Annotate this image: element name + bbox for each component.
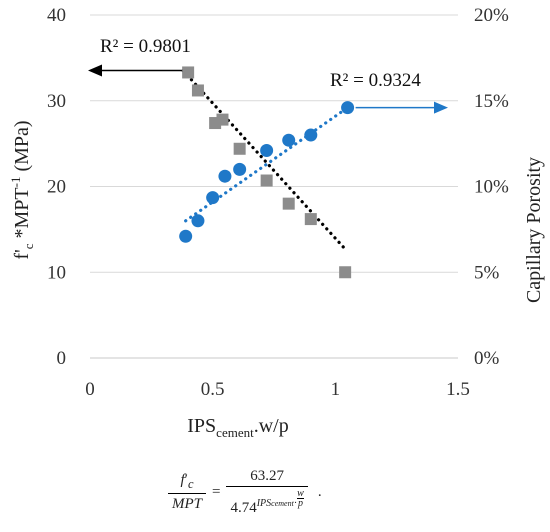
y-right-tick-label: 20%: [474, 5, 509, 26]
strength-square-marker: [282, 197, 295, 210]
y-left-axis-title: f'c *MPT-1 (MPa): [8, 120, 36, 259]
formula-equals: =: [212, 484, 221, 500]
scatter-chart: 0 0.5 1 1.5 0 10 20 30 40 0% 5% 10% 15% 20% R² = 0.…: [8, 5, 545, 440]
y-left-axis-ticks: 0 10 20 30 40: [47, 5, 66, 369]
y-left-tick-label: 30: [47, 91, 66, 112]
formula-period: .: [317, 484, 322, 500]
porosity-circle-marker: [218, 169, 232, 183]
porosity-trendline: [184, 106, 350, 223]
y-right-axis-ticks: 0% 5% 10% 15% 20%: [474, 5, 509, 369]
y-left-tick-label: 10: [47, 262, 66, 283]
porosity-circle-marker: [260, 143, 274, 157]
data-points: [179, 66, 355, 279]
y-right-tick-label: 5%: [474, 262, 500, 283]
strength-square-marker: [216, 113, 229, 126]
porosity-circle-marker: [191, 214, 205, 228]
porosity-circle-marker: [304, 128, 318, 142]
regression-formula: f′c MPT = 63.27 4.74IPScement· w p .: [168, 468, 468, 528]
y-right-tick-label: 10%: [474, 177, 509, 198]
formula-rhs-base: 4.74: [230, 500, 257, 516]
arrow-head-right: [434, 101, 448, 114]
strength-square-marker: [304, 213, 317, 226]
formula-rhs-numerator: 63.27: [226, 468, 308, 487]
annotation-arrows: [88, 64, 448, 114]
formula-prime: ′: [184, 472, 188, 488]
r2-label-strength: R² = 0.9801: [100, 36, 191, 57]
strength-square-marker: [233, 142, 246, 155]
formula-w: w: [297, 488, 304, 499]
x-axis-title: IPScement.w/p: [187, 415, 288, 440]
formula-rhs-fraction: 63.27 4.74IPScement· w p: [226, 468, 308, 517]
x-tick-label: 1.5: [446, 379, 470, 400]
x-axis-ticks: 0 0.5 1 1.5: [85, 379, 470, 400]
formula-lhs-numerator: f: [180, 472, 185, 488]
formula-p: p: [298, 498, 303, 509]
formula-exp-cement: cement: [271, 499, 294, 508]
x-tick-label: 0.5: [201, 379, 225, 400]
x-tick-label: 0: [85, 379, 95, 400]
formula-lhs-fraction: f′c MPT: [168, 472, 206, 513]
porosity-circle-marker: [341, 101, 355, 115]
formula-exp-ips: IPS: [256, 498, 272, 509]
y-right-axis-title: Capillary Porosity: [523, 157, 545, 303]
strength-square-marker: [191, 84, 204, 97]
porosity-circle-marker: [282, 133, 296, 147]
r2-label-porosity: R² = 0.9324: [330, 70, 421, 91]
strength-square-marker: [260, 174, 273, 187]
y-left-tick-label: 40: [47, 5, 66, 26]
porosity-circle-marker: [233, 162, 247, 176]
arrow-head-left: [88, 64, 102, 77]
y-left-tick-label: 20: [47, 177, 66, 198]
trendlines: [181, 69, 350, 251]
formula-exp-dot: ·: [293, 498, 298, 509]
strength-square-marker: [182, 66, 195, 79]
porosity-circle-marker: [206, 191, 220, 205]
x-tick-label: 1: [331, 379, 341, 400]
grid-lines: [90, 14, 458, 359]
formula-lhs-denominator: MPT: [172, 496, 202, 512]
y-right-tick-label: 0%: [474, 348, 500, 369]
strength-square-marker: [339, 266, 352, 279]
formula-lhs-subscript: c: [187, 477, 194, 491]
porosity-circle-marker: [179, 229, 193, 243]
y-right-tick-label: 15%: [474, 91, 509, 112]
y-left-tick-label: 0: [57, 348, 67, 369]
strength-trendline: [181, 69, 347, 251]
